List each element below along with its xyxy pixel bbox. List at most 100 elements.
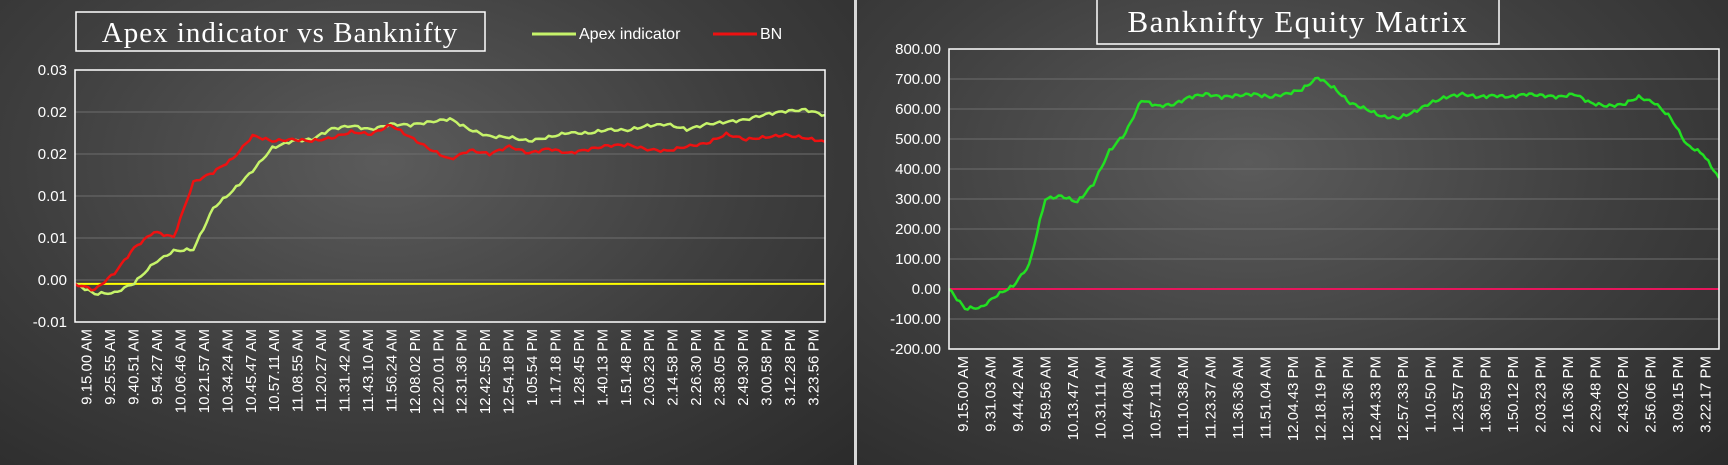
x-tick-label: 12.31.36 PM: [1340, 356, 1357, 441]
y-tick-label: -0.01: [33, 314, 67, 331]
x-tick-label: 2.38.05 PM: [712, 329, 729, 406]
apex-vs-banknifty-chart-panel: Apex indicator vs Banknifty Apex indicat…: [0, 0, 854, 465]
x-tick-label: 1.50.12 PM: [1505, 356, 1522, 433]
x-tick-label: 3.12.28 PM: [782, 329, 799, 406]
chart-title: Banknifty Equity Matrix: [1127, 4, 1468, 39]
x-tick-label: 11.51.04 AM: [1257, 356, 1274, 439]
x-tick-label: 2.14.58 PM: [665, 329, 682, 406]
x-tick-label: 9.44.42 AM: [1010, 356, 1027, 432]
series-lines: [74, 107, 826, 296]
x-tick-label: 1.40.13 PM: [594, 329, 611, 406]
x-tick-label: 11.36.36 AM: [1230, 356, 1247, 439]
y-tick-label: 0.00: [38, 272, 67, 289]
plot-frame: [74, 69, 826, 323]
gridlines: [75, 111, 825, 281]
x-tick-label: 2.26.30 PM: [688, 329, 705, 406]
x-tick-label: 12.31.36 PM: [454, 329, 471, 414]
x-tick-label: 10.44.08 AM: [1120, 356, 1137, 440]
x-tick-label: 9.59.56 AM: [1037, 356, 1054, 432]
y-tick-label: 500.00: [895, 131, 941, 148]
x-tick-label: 11.31.42 AM: [337, 329, 354, 412]
x-tick-label: 12.44.33 PM: [1367, 356, 1384, 441]
x-tick-label: 12.20.01 PM: [430, 329, 447, 414]
chart-title-frame: [75, 11, 486, 52]
x-tick-label: 12.42.55 PM: [477, 329, 494, 414]
y-tick-label: 0.02: [38, 146, 67, 163]
x-tick-label: 11.23.37 AM: [1202, 356, 1219, 439]
x-tick-label: 10.31.11 AM: [1092, 356, 1109, 439]
y-tick-label: 0.01: [38, 230, 67, 247]
x-tick-label: 11.10.38 AM: [1175, 356, 1192, 439]
plot-frame: [948, 48, 1720, 350]
x-tick-label: 2.16.36 PM: [1560, 356, 1577, 433]
y-tick-label: 300.00: [895, 191, 941, 208]
panel-divider: [854, 0, 857, 465]
series-lines: [948, 76, 1721, 311]
chart-title: Apex indicator vs Banknifty: [102, 17, 458, 49]
x-axis-ticks: 9.15.00 AM 9.25.55 AM 9.40.51 AM 9.54.27 AM…: [79, 329, 823, 414]
x-tick-label: 12.08.02 PM: [407, 329, 424, 414]
x-tick-label: 10.21.57 AM: [196, 329, 213, 413]
x-axis-ticks: 9.15.00 AM 9.31.03 AM 9.44.42 AM 9.59.56 AM…: [955, 356, 1715, 441]
y-tick-label: 0.01: [38, 188, 67, 205]
series-line-0: [74, 107, 826, 296]
x-tick-label: 3.00.58 PM: [758, 329, 775, 406]
x-tick-label: 9.25.55 AM: [102, 329, 119, 405]
series-line-1: [74, 123, 826, 292]
y-tick-label: 600.00: [895, 101, 941, 118]
x-tick-label: 9.15.00 AM: [955, 356, 972, 432]
x-tick-label: 10.57.11 AM: [266, 329, 283, 412]
x-tick-label: 9.54.27 AM: [149, 329, 166, 405]
x-tick-label: 2.03.23 PM: [641, 329, 658, 406]
x-tick-label: 3.09.15 PM: [1670, 356, 1687, 433]
x-tick-label: 9.15.00 AM: [79, 329, 96, 405]
apex-vs-banknifty-chart: Apex indicator vs Banknifty Apex indicat…: [33, 11, 826, 414]
x-tick-label: 9.31.03 AM: [982, 356, 999, 432]
y-tick-label: -200.00: [890, 341, 941, 358]
x-tick-label: 11.08.55 AM: [290, 329, 307, 412]
y-tick-label: -100.00: [890, 311, 941, 328]
x-tick-label: 10.45.47 AM: [243, 329, 260, 413]
x-tick-label: 10.34.24 AM: [219, 329, 236, 413]
x-tick-label: 10.57.11 AM: [1147, 356, 1164, 439]
y-tick-label: 700.00: [895, 71, 941, 88]
x-tick-label: 12.18.19 PM: [1312, 356, 1329, 441]
y-tick-label: 800.00: [895, 41, 941, 58]
x-tick-label: 11.56.24 AM: [383, 329, 400, 412]
x-tick-label: 1.05.54 PM: [524, 329, 541, 406]
x-tick-label: 10.13.47 AM: [1065, 356, 1082, 440]
x-tick-label: 2.03.23 PM: [1532, 356, 1549, 433]
banknifty-equity-matrix-chart: Banknifty Equity Matrix 800.00 700.00 600.…: [890, 0, 1721, 441]
legend-label-bn: BN: [760, 26, 782, 43]
banknifty-equity-matrix-panel: Banknifty Equity Matrix 800.00 700.00 600.…: [857, 0, 1728, 465]
x-tick-label: 2.56.06 PM: [1642, 356, 1659, 433]
y-tick-label: 0.00: [912, 281, 941, 298]
x-tick-label: 2.43.02 PM: [1615, 356, 1632, 433]
y-tick-label: 0.03: [38, 62, 67, 79]
x-tick-label: 2.49.30 PM: [735, 329, 752, 406]
x-tick-label: 3.22.17 PM: [1697, 356, 1714, 433]
y-tick-label: 0.02: [38, 104, 67, 121]
chart-title-frame: [1096, 0, 1500, 45]
y-tick-label: 400.00: [895, 161, 941, 178]
y-tick-label: 100.00: [895, 251, 941, 268]
x-tick-label: 1.51.48 PM: [618, 329, 635, 406]
x-tick-label: 1.23.57 PM: [1450, 356, 1467, 433]
x-tick-label: 12.04.43 PM: [1285, 356, 1302, 441]
x-tick-label: 12.57.33 PM: [1395, 356, 1412, 441]
x-tick-label: 11.43.10 AM: [360, 329, 377, 412]
series-line-0: [948, 76, 1721, 311]
x-tick-label: 2.29.48 PM: [1587, 356, 1604, 433]
legend-label-apex: Apex indicator: [579, 26, 681, 43]
x-tick-label: 1.10.50 PM: [1422, 356, 1439, 433]
x-tick-label: 12.54.18 PM: [501, 329, 518, 414]
y-axis-ticks: 800.00 700.00 600.00 500.00 400.00 300.00 200.…: [890, 41, 941, 358]
x-tick-label: 1.36.59 PM: [1477, 356, 1494, 433]
x-tick-label: 10.06.46 AM: [172, 329, 189, 413]
x-tick-label: 1.28.45 PM: [571, 329, 588, 406]
y-axis-ticks: 0.03 0.02 0.02 0.01 0.01 0.00 -0.01: [33, 62, 67, 331]
x-tick-label: 9.40.51 AM: [126, 329, 143, 405]
x-tick-label: 11.20.27 AM: [313, 329, 330, 412]
x-tick-label: 1.17.18 PM: [547, 329, 564, 406]
